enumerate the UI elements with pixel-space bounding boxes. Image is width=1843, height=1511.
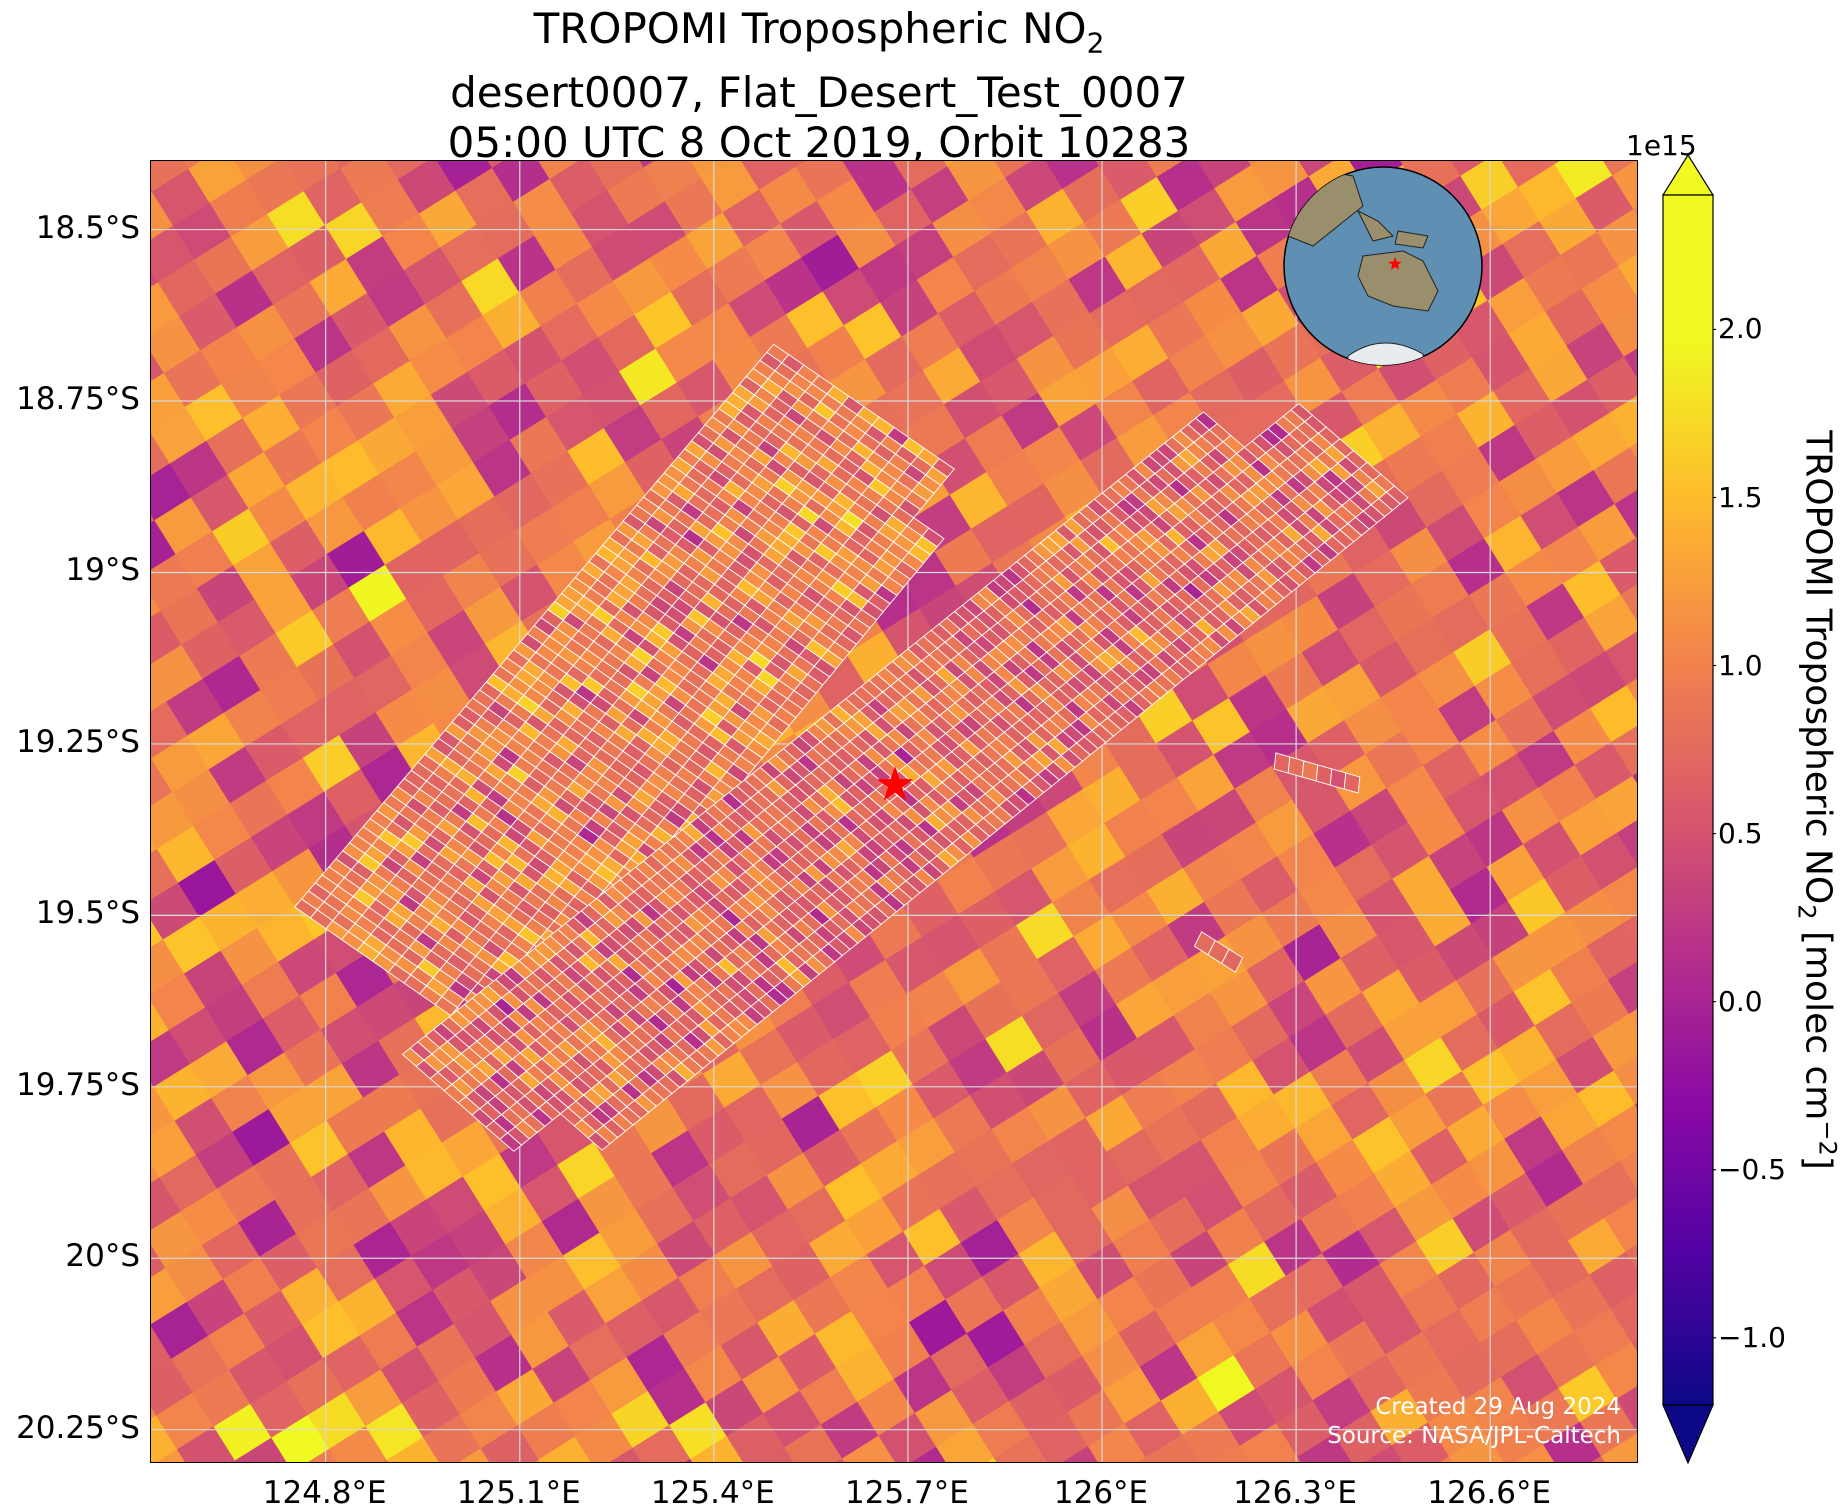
lat-tick-label: 18.5°S xyxy=(0,210,140,246)
colorbar-exponent: 1e15 xyxy=(1626,129,1697,162)
colorbar-tick-label: 2.0 xyxy=(1718,312,1763,345)
lon-tick-label: 126.3°E xyxy=(1195,1475,1395,1511)
map-panel xyxy=(150,160,1638,1463)
lat-tick-label: 19.75°S xyxy=(0,1067,140,1103)
overlay-cell xyxy=(1274,753,1290,773)
colorbar-label: TROPOMI Tropospheric NO2 [molec cm−2] xyxy=(1792,430,1841,1170)
colorbar xyxy=(1660,155,1716,1465)
lon-tick-label: 126°E xyxy=(1001,1475,1201,1511)
lon-tick-label: 126.6°E xyxy=(1389,1475,1589,1511)
lat-tick-label: 19.5°S xyxy=(0,895,140,931)
lon-tick-label: 125.1°E xyxy=(419,1475,619,1511)
overlay-cell xyxy=(1344,773,1360,793)
no2-map xyxy=(151,161,1638,1463)
overlay-cell xyxy=(1316,765,1332,785)
chart-title: TROPOMI Tropospheric NO2 desert0007, Fla… xyxy=(150,4,1488,168)
colorbar-tick-label: 1.0 xyxy=(1718,649,1763,682)
title-line-1: TROPOMI Tropospheric NO2 xyxy=(150,4,1488,68)
overlay-cell xyxy=(1330,769,1346,789)
lat-tick-label: 20°S xyxy=(0,1238,140,1274)
overlay-cell xyxy=(1288,757,1304,777)
colorbar-tick-label: −1.0 xyxy=(1718,1321,1786,1354)
colorbar-tick-label: −0.5 xyxy=(1718,1153,1786,1186)
colorbar-tick-label: 1.5 xyxy=(1718,481,1763,514)
source-credit: Source: NASA/JPL-Caltech xyxy=(1327,1423,1621,1449)
lon-tick-label: 124.8°E xyxy=(225,1475,425,1511)
colorbar-tick-label: 0.5 xyxy=(1718,817,1763,850)
lat-tick-label: 19°S xyxy=(0,552,140,588)
title-line-2: desert0007, Flat_Desert_Test_0007 xyxy=(150,68,1488,118)
lon-tick-label: 125.4°E xyxy=(613,1475,813,1511)
lat-tick-label: 18.75°S xyxy=(0,381,140,417)
lat-tick-label: 20.25°S xyxy=(0,1410,140,1446)
created-date: Created 29 Aug 2024 xyxy=(1375,1394,1621,1420)
colorbar-extend-min xyxy=(1663,1405,1713,1463)
lat-tick-label: 19.25°S xyxy=(0,724,140,760)
colorbar-gradient xyxy=(1663,195,1713,1405)
lon-tick-label: 125.7°E xyxy=(807,1475,1007,1511)
colorbar-tick-label: 0.0 xyxy=(1718,985,1763,1018)
overlay-cell xyxy=(1302,761,1318,781)
